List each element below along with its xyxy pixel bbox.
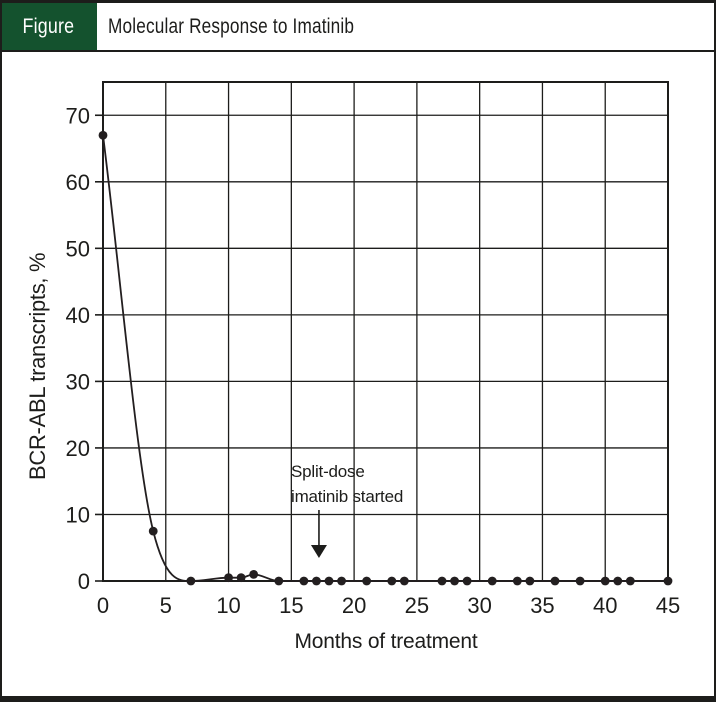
data-point (148, 526, 158, 536)
figure-border-bottom (0, 696, 716, 702)
data-point (625, 576, 635, 586)
data-point (613, 576, 623, 586)
x-tick-label: 35 (530, 593, 554, 618)
data-point (337, 576, 346, 586)
data-point (224, 573, 233, 583)
data-point (487, 576, 497, 586)
y-tick-label: 40 (66, 303, 90, 328)
data-point (550, 576, 560, 586)
data-point (512, 576, 522, 586)
annotation-arrow-head (310, 545, 327, 558)
data-point (236, 573, 246, 583)
y-tick-label: 30 (66, 369, 90, 394)
figure-badge: Figure (0, 3, 97, 50)
y-tick-label: 50 (66, 236, 90, 261)
annotation-line-2: imatinib started (291, 487, 404, 506)
x-axis-title: Months of treatment (294, 630, 478, 653)
x-tick-label: 45 (656, 593, 680, 618)
data-point (437, 576, 447, 586)
figure-border-left (0, 0, 2, 702)
x-tick-label: 20 (342, 593, 366, 618)
data-point (450, 576, 459, 586)
annotation-text: Split-dose imatinib started (291, 459, 403, 509)
annotation-line-1: Split-dose (291, 462, 365, 481)
y-tick-label: 20 (66, 436, 90, 461)
x-tick-label: 5 (160, 593, 172, 618)
data-point (575, 576, 585, 586)
data-point (663, 576, 673, 586)
data-point (399, 576, 409, 586)
y-tick-label: 70 (66, 103, 90, 128)
x-tick-label: 0 (97, 593, 109, 618)
data-point (462, 576, 472, 586)
y-axis-title: BCR-ABL transcripts, % (25, 252, 50, 480)
data-point (312, 576, 321, 586)
data-point (525, 576, 535, 586)
x-tick-label: 25 (405, 593, 429, 618)
figure-border-top (0, 0, 716, 3)
data-point (600, 576, 610, 586)
figure-title: Molecular Response to Imatinib (108, 14, 355, 38)
header-separator (0, 50, 716, 52)
figure-border-right (714, 0, 716, 702)
x-tick-label: 30 (467, 593, 491, 618)
y-tick-label: 0 (78, 569, 90, 594)
data-point (387, 576, 397, 586)
x-tick-label: 15 (279, 593, 303, 618)
y-tick-label: 60 (66, 170, 90, 195)
data-point (249, 569, 259, 579)
y-tick-label: 10 (66, 502, 90, 527)
data-point (186, 576, 196, 586)
data-point (274, 576, 284, 586)
x-tick-label: 40 (593, 593, 617, 618)
data-point (98, 130, 108, 140)
x-tick-label: 10 (216, 593, 240, 618)
data-point (324, 576, 334, 586)
data-point (299, 576, 309, 586)
data-point (362, 576, 372, 586)
figure-badge-label: Figure (22, 14, 75, 38)
